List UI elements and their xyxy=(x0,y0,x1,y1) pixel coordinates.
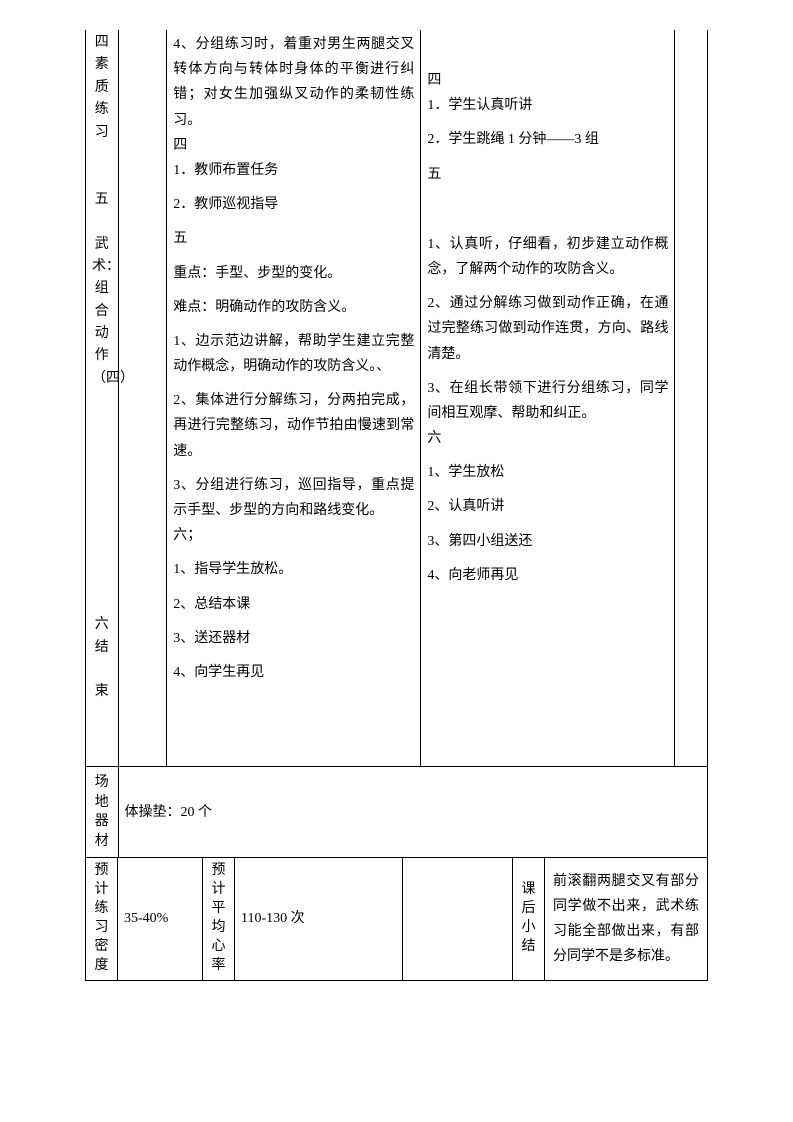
lesson-plan-table: 四素质练习 五 武术：组合动作（四） 六 结 束 4、分组练习时，着重对男生两腿… xyxy=(85,30,708,858)
teacher-activity-col: 4、分组练习时，着重对男生两腿交叉转体方向与转体时身体的平衡进行纠错；对女生加强… xyxy=(167,30,421,767)
section-labels: 四素质练习 五 武术：组合动作（四） 六 结 束 xyxy=(86,30,119,767)
equipment-value: 体操垫：20 个 xyxy=(118,767,707,858)
metrics-table: 预计练习密度 35-40% 预计平均心率 110-130 次 课后小结 前滚翻两… xyxy=(85,858,708,980)
density-label: 预计练习密度 xyxy=(86,858,118,980)
heartrate-value: 110-130 次 xyxy=(235,858,403,980)
spacer-col xyxy=(118,30,167,767)
summary-label: 课后小结 xyxy=(513,858,545,980)
heartrate-label: 预计平均心率 xyxy=(203,858,235,980)
student-activity-col: 四1．学生认真听讲 2．学生跳绳 1 分钟——3 组 五 1、认真听，仔细看，初… xyxy=(421,30,675,767)
summary-value: 前滚翻两腿交叉有部分同学做不出来，武术练习能全部做出来，有部分同学不是多标准。 xyxy=(545,858,708,980)
right-spacer xyxy=(675,30,708,767)
equipment-label: 场地器材 xyxy=(86,767,119,858)
density-value: 35-40% xyxy=(118,858,203,980)
summary-spacer xyxy=(403,858,513,980)
